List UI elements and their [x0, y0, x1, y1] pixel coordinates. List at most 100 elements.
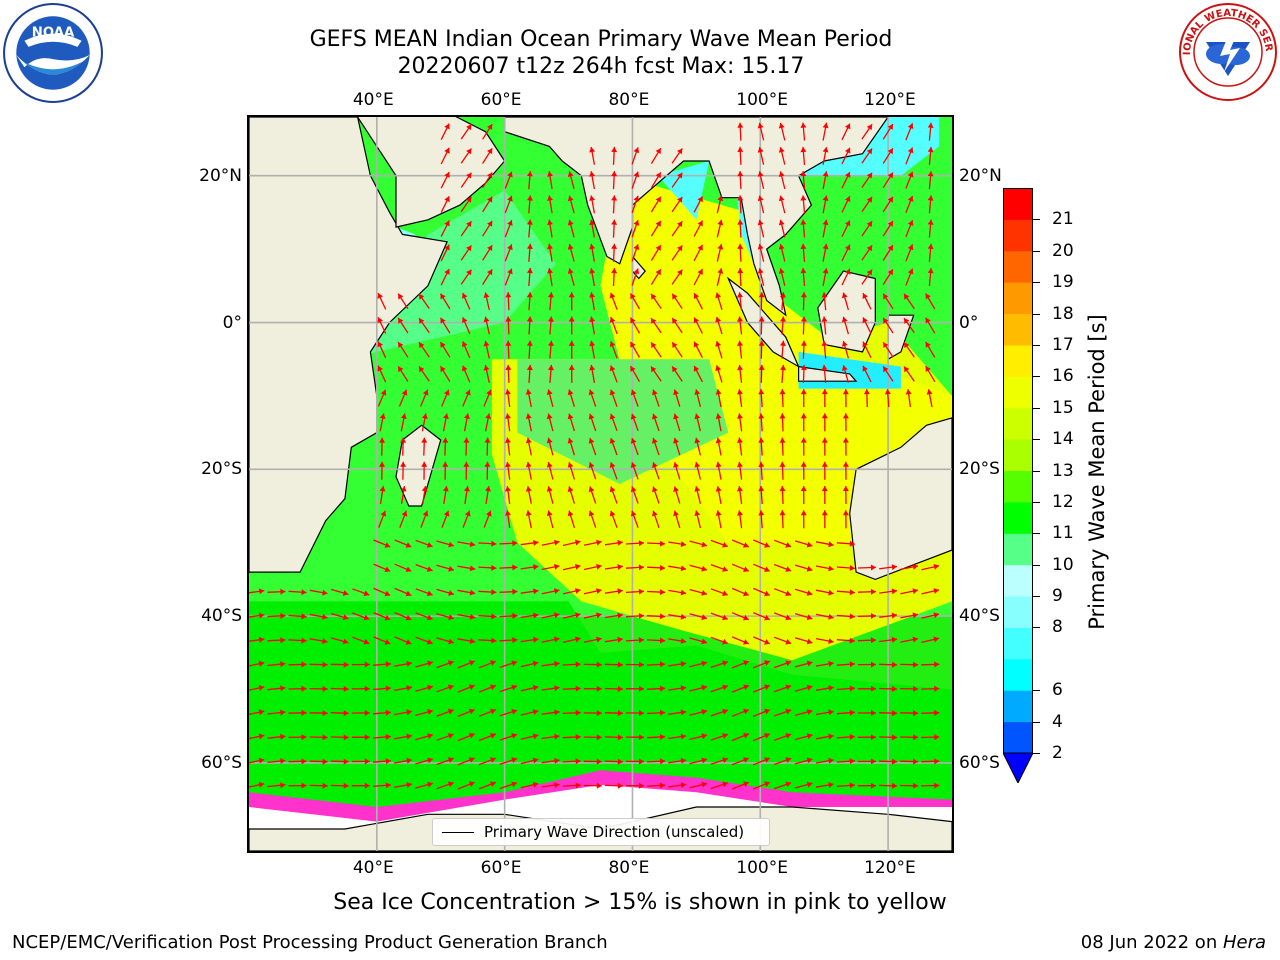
wave-direction-arrow: [625, 588, 645, 595]
wave-direction-arrow: [773, 660, 792, 669]
wave-direction-arrow: [520, 636, 539, 643]
wave-direction-arrow: [794, 612, 813, 621]
wave-direction-arrow: [737, 389, 743, 408]
footer-date: 08 Jun 2022 on Hera: [1081, 932, 1266, 953]
wave-direction-arrow: [668, 709, 687, 716]
wave-direction-arrow: [773, 563, 792, 572]
wave-direction-arrow: [652, 510, 660, 529]
wave-direction-arrow: [604, 564, 623, 570]
wave-direction-arrow: [715, 510, 722, 529]
wave-direction-arrow: [647, 661, 666, 668]
wave-direction-arrow: [753, 587, 771, 597]
wave-direction-arrow: [773, 757, 792, 766]
wave-direction-arrow: [588, 437, 597, 456]
wave-direction-arrow: [611, 146, 618, 165]
wave-direction-arrow: [857, 613, 877, 619]
wave-direction-arrow: [567, 268, 575, 286]
wave-direction-arrow: [249, 588, 265, 595]
wave-direction-arrow: [779, 389, 786, 408]
wave-direction-arrow: [752, 781, 771, 790]
wave-direction-arrow: [609, 510, 618, 528]
wave-direction-arrow: [526, 292, 533, 311]
wave-direction-arrow: [439, 317, 451, 334]
wave-direction-arrow: [415, 588, 433, 597]
wave-direction-arrow: [800, 292, 807, 311]
wave-direction-arrow: [647, 564, 666, 571]
lon-tick-label-top: 100°E: [736, 90, 788, 110]
wave-direction-arrow: [842, 437, 849, 456]
wave-direction-arrow: [668, 565, 687, 572]
wave-direction-arrow: [436, 540, 455, 548]
wave-direction-arrow: [379, 461, 385, 480]
wave-direction-arrow: [900, 636, 919, 643]
wave-direction-arrow: [418, 317, 430, 334]
wave-direction-arrow: [631, 219, 640, 238]
wave-direction-arrow: [647, 758, 666, 765]
wave-direction-arrow: [483, 389, 492, 407]
noaa-logo-text: NOAA: [32, 26, 75, 41]
wave-direction-arrow: [629, 293, 641, 310]
wave-direction-arrow: [773, 588, 792, 597]
wave-direction-arrow: [694, 461, 702, 480]
wave-direction-arrow: [548, 316, 554, 335]
wave-direction-arrow: [882, 244, 894, 261]
wave-direction-arrow: [905, 268, 914, 286]
colorbar-segment: [1003, 439, 1033, 471]
wave-direction-arrow: [583, 539, 602, 546]
wave-direction-arrow: [625, 612, 645, 619]
colorbar-frame: [1003, 188, 1033, 754]
wave-direction-arrow: [821, 316, 828, 335]
wave-direction-arrow: [436, 684, 454, 693]
wave-direction-arrow: [288, 758, 307, 765]
wave-direction-arrow: [483, 510, 492, 528]
colorbar-segment: [1003, 188, 1033, 220]
wave-direction-arrow: [815, 733, 834, 740]
wave-direction-arrow: [737, 316, 743, 335]
wave-direction-arrow: [815, 757, 834, 764]
wave-direction-arrow: [716, 268, 724, 286]
wave-direction-arrow: [249, 612, 265, 619]
wave-direction-arrow: [752, 733, 771, 742]
wave-direction-arrow: [379, 485, 386, 505]
wave-direction-arrow: [693, 220, 704, 237]
wave-direction-arrow: [905, 389, 912, 408]
wave-direction-arrow: [589, 268, 596, 287]
wave-direction-arrow: [267, 733, 286, 740]
wave-direction-arrow: [583, 636, 602, 643]
wave-direction-arrow: [436, 564, 455, 572]
wave-direction-arrow: [583, 758, 602, 765]
wave-direction-arrow: [288, 589, 307, 596]
lat-tick-label-left: 20°S: [201, 459, 242, 480]
colorbar-tick-label: 12: [1052, 491, 1074, 512]
wave-direction-arrow: [905, 171, 914, 189]
wave-direction-arrow: [400, 461, 407, 480]
wave-direction-arrow: [652, 437, 660, 456]
wave-direction-arrow: [900, 661, 919, 668]
wave-direction-arrow: [568, 364, 575, 383]
wave-direction-arrow: [478, 613, 497, 620]
wave-direction-arrow: [631, 195, 640, 214]
lat-tick-label-right: 0°: [959, 312, 979, 333]
colorbar-tick-label: 13: [1052, 460, 1074, 481]
wave-direction-arrow: [882, 220, 894, 237]
wave-direction-arrow: [900, 588, 919, 595]
wave-direction-arrow: [650, 317, 662, 334]
wave-direction-arrow: [693, 196, 704, 213]
wave-direction-arrow: [505, 340, 512, 359]
wave-direction-arrow: [879, 612, 898, 619]
wave-direction-arrow: [352, 588, 370, 597]
wave-direction-arrow: [671, 293, 683, 310]
wave-direction-arrow: [399, 510, 408, 528]
wave-direction-arrow: [815, 660, 834, 667]
wave-direction-arrow: [689, 660, 708, 668]
wave-direction-arrow: [309, 638, 328, 644]
wave-direction-arrow: [841, 292, 850, 311]
wave-direction-arrow: [731, 636, 750, 645]
wave-direction-arrow: [267, 637, 286, 644]
wave-direction-arrow: [583, 734, 602, 741]
wave-direction-arrow: [821, 437, 828, 456]
colorbar-tick-label: 16: [1052, 366, 1074, 387]
wave-direction-arrow: [457, 660, 475, 669]
wave-direction-arrow: [693, 317, 703, 334]
wave-direction-arrow: [858, 710, 876, 716]
